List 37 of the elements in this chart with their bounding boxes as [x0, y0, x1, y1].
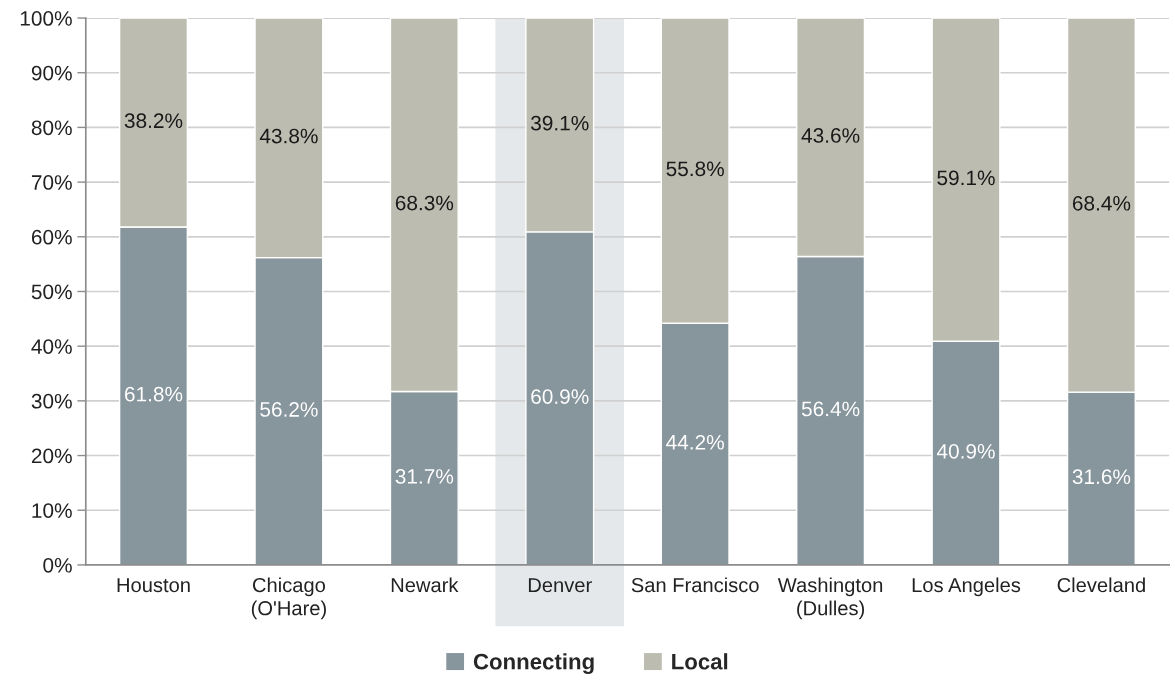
- y-tick-label: 100%: [20, 11, 72, 26]
- data-label: 44.2%: [666, 434, 724, 450]
- y-tick-label: 50%: [31, 284, 72, 300]
- y-tick-label: 0%: [43, 557, 72, 573]
- x-tick-label: Los Angeles: [912, 577, 1021, 597]
- data-label: 38.2%: [124, 113, 183, 129]
- x-tick-label: San Francisco: [631, 577, 759, 593]
- data-label: 59.1%: [937, 170, 995, 186]
- y-tick-label: 10%: [32, 503, 72, 518]
- legend-label: Connecting: [473, 653, 594, 674]
- x-tick-label: Washington (Dulles): [777, 577, 883, 620]
- x-tick-label: Denver: [528, 578, 592, 593]
- data-label: 68.3%: [395, 195, 454, 211]
- x-tick-label: Cleveland: [1057, 577, 1145, 593]
- data-label: 56.2%: [260, 402, 318, 417]
- x-tick-label: Newark: [391, 577, 459, 593]
- y-tick-label: 80%: [31, 120, 72, 136]
- data-label: 55.8%: [666, 161, 724, 177]
- x-tick-label: Chicago (O'Hare): [251, 577, 326, 620]
- y-tick-label: 30%: [31, 393, 72, 409]
- y-tick-label: 20%: [31, 448, 72, 464]
- data-label: 60.9%: [531, 389, 589, 404]
- data-label: 31.6%: [1072, 469, 1131, 485]
- data-label: 61.8%: [125, 386, 183, 402]
- data-label: 68.4%: [1072, 195, 1131, 211]
- data-label: 43.6%: [801, 128, 860, 143]
- data-label: 31.7%: [395, 469, 454, 484]
- legend-label: Local: [672, 653, 728, 670]
- data-label: 56.4%: [801, 401, 860, 417]
- data-label: 40.9%: [936, 443, 995, 459]
- y-tick-label: 60%: [31, 229, 72, 245]
- data-label: 39.1%: [531, 115, 589, 131]
- y-tick-label: 40%: [31, 339, 72, 354]
- y-tick-label: 90%: [31, 65, 72, 81]
- y-tick-label: 70%: [31, 175, 72, 190]
- data-label: 43.8%: [259, 128, 318, 144]
- x-tick-label: Houston: [117, 578, 190, 593]
